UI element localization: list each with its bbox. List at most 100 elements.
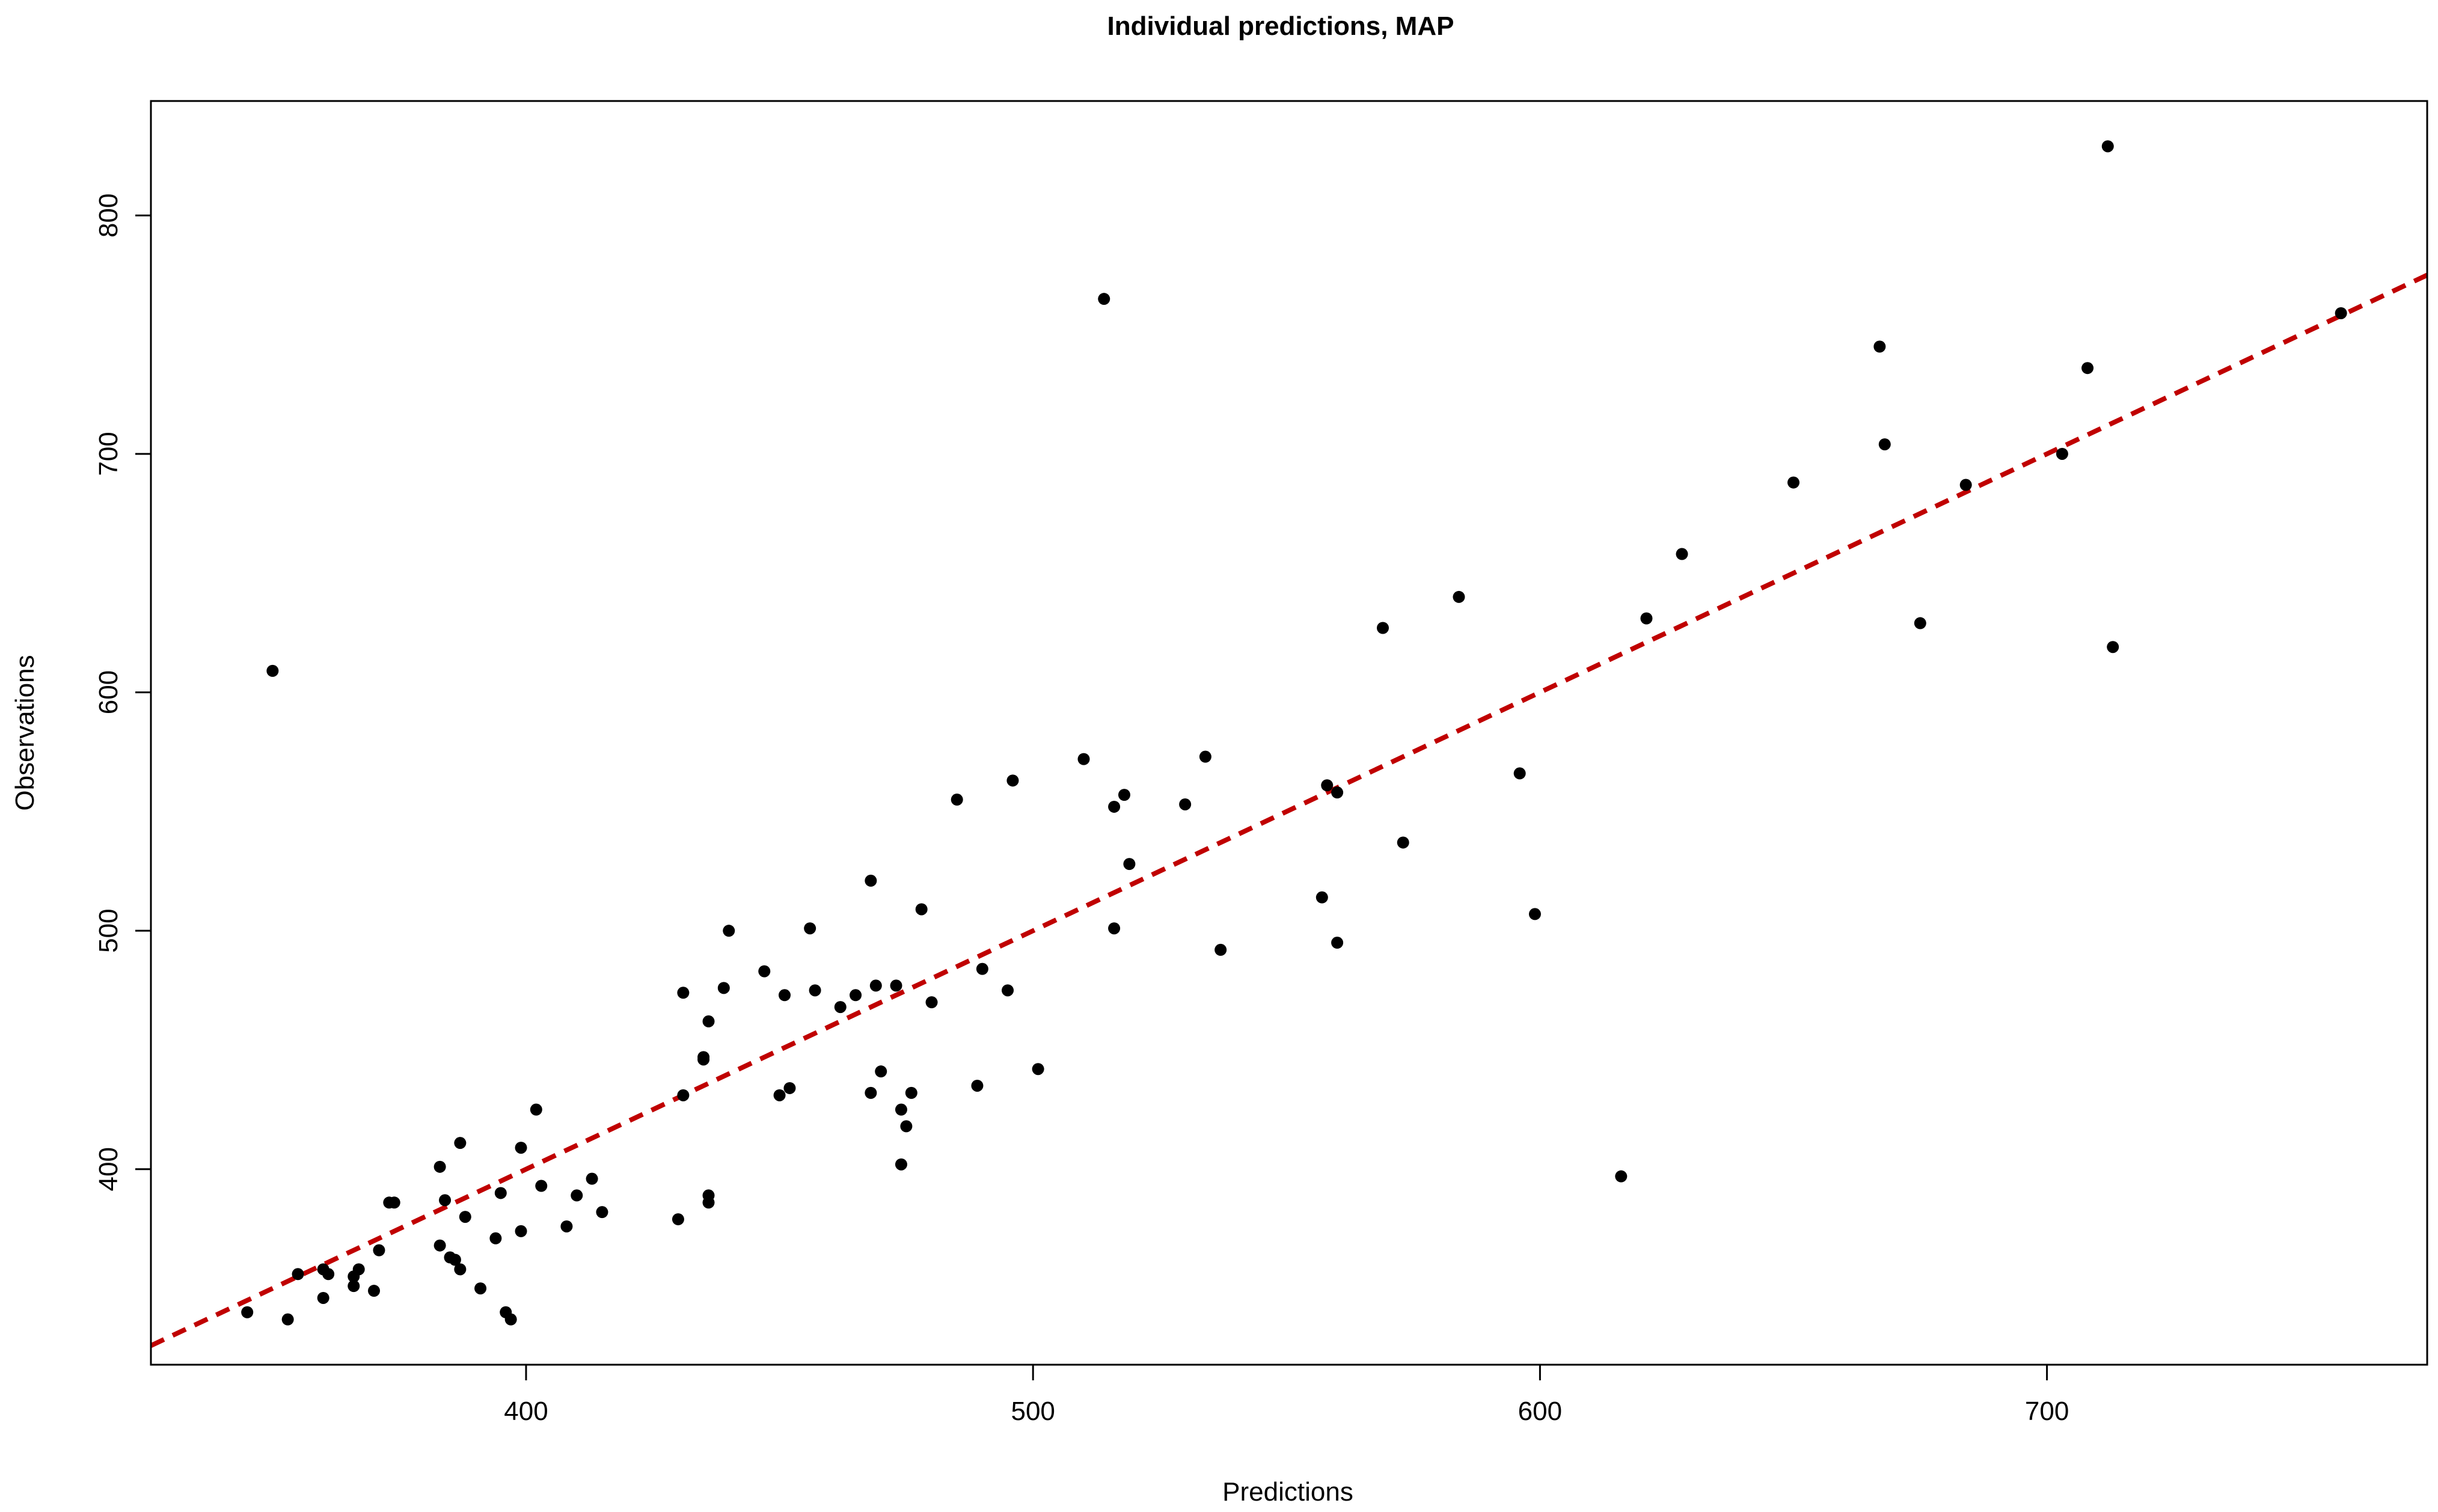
identity-reference-line bbox=[151, 272, 2427, 1348]
data-point bbox=[723, 925, 735, 937]
data-point bbox=[266, 664, 279, 677]
data-point bbox=[1098, 293, 1110, 305]
y-axis-title: Observations bbox=[10, 655, 40, 810]
x-tick-label: 700 bbox=[2025, 1397, 2069, 1426]
data-point bbox=[702, 1015, 715, 1027]
data-point bbox=[1331, 786, 1344, 799]
data-point bbox=[1640, 612, 1653, 625]
data-point bbox=[1513, 767, 1526, 780]
data-point bbox=[433, 1160, 446, 1173]
data-point bbox=[388, 1196, 400, 1209]
data-point bbox=[1878, 438, 1891, 451]
data-point bbox=[1214, 943, 1227, 956]
x-axis: 400 500 600 700 bbox=[504, 1365, 2069, 1426]
data-point bbox=[515, 1142, 527, 1154]
data-point bbox=[292, 1268, 304, 1281]
data-point bbox=[850, 989, 862, 1002]
data-point bbox=[1315, 891, 1328, 904]
y-tick-label: 400 bbox=[94, 1147, 123, 1191]
plot-area bbox=[151, 140, 2427, 1348]
data-point bbox=[1118, 789, 1130, 801]
data-point bbox=[474, 1282, 487, 1295]
data-point bbox=[1321, 779, 1334, 792]
data-point bbox=[489, 1232, 502, 1244]
data-point bbox=[677, 1089, 690, 1101]
data-point bbox=[439, 1194, 452, 1207]
y-tick-label: 800 bbox=[94, 194, 123, 237]
y-tick-label: 500 bbox=[94, 908, 123, 952]
data-point bbox=[454, 1137, 467, 1149]
y-tick-label: 600 bbox=[94, 670, 123, 714]
data-point bbox=[1199, 750, 1211, 763]
data-point bbox=[2081, 362, 2094, 375]
data-point bbox=[1959, 479, 1972, 491]
data-point bbox=[773, 1089, 786, 1101]
data-point bbox=[1453, 590, 1465, 603]
data-point bbox=[322, 1268, 335, 1281]
data-point bbox=[717, 982, 730, 994]
x-axis-title: Predictions bbox=[1222, 1477, 1353, 1507]
data-point bbox=[905, 1086, 917, 1099]
data-point bbox=[890, 979, 902, 992]
data-point bbox=[1528, 908, 1541, 920]
data-point bbox=[348, 1280, 360, 1293]
data-point bbox=[925, 996, 938, 1009]
data-point bbox=[1914, 617, 1926, 629]
y-tick-label: 700 bbox=[94, 432, 123, 476]
data-point bbox=[677, 987, 690, 999]
data-point bbox=[2056, 447, 2068, 460]
data-point bbox=[368, 1285, 381, 1297]
data-point bbox=[449, 1253, 461, 1266]
data-point bbox=[504, 1313, 517, 1326]
data-point bbox=[317, 1291, 329, 1304]
plot-frame bbox=[150, 100, 2428, 1366]
data-point bbox=[834, 1001, 847, 1014]
data-point bbox=[281, 1313, 294, 1326]
data-point bbox=[1397, 836, 1409, 849]
data-point bbox=[459, 1211, 471, 1223]
data-point bbox=[1006, 774, 1019, 787]
data-point bbox=[895, 1158, 907, 1171]
data-point bbox=[1032, 1063, 1044, 1076]
data-point bbox=[1873, 340, 1886, 353]
data-point bbox=[900, 1120, 913, 1133]
data-point bbox=[586, 1172, 598, 1185]
data-point bbox=[1002, 984, 1014, 997]
data-point bbox=[869, 979, 882, 992]
x-tick-label: 500 bbox=[1011, 1397, 1055, 1426]
data-point bbox=[804, 922, 816, 935]
data-point bbox=[971, 1079, 984, 1092]
data-point bbox=[976, 963, 988, 975]
data-point bbox=[2101, 140, 2114, 153]
data-point bbox=[596, 1206, 608, 1219]
data-point bbox=[2335, 307, 2347, 319]
data-point bbox=[433, 1239, 446, 1252]
data-point bbox=[1179, 798, 1192, 810]
data-point bbox=[352, 1263, 365, 1276]
data-point bbox=[1077, 753, 1090, 765]
x-tick-label: 400 bbox=[504, 1397, 548, 1426]
data-point bbox=[672, 1213, 684, 1226]
data-point bbox=[758, 965, 771, 978]
data-point bbox=[1676, 548, 1688, 560]
data-point bbox=[875, 1065, 887, 1078]
data-point bbox=[1787, 476, 1799, 489]
data-point bbox=[1108, 800, 1121, 813]
data-point bbox=[1376, 622, 1389, 634]
data-point bbox=[697, 1051, 710, 1064]
data-point bbox=[535, 1180, 548, 1192]
data-point bbox=[809, 984, 821, 997]
data-point bbox=[895, 1103, 907, 1116]
data-point bbox=[494, 1187, 507, 1199]
data-point bbox=[515, 1225, 527, 1237]
data-point bbox=[865, 1086, 877, 1099]
x-tick-label: 600 bbox=[1518, 1397, 1562, 1426]
data-point bbox=[1331, 937, 1344, 949]
y-axis: 400 500 600 700 800 bbox=[94, 194, 151, 1191]
data-point bbox=[454, 1263, 467, 1276]
data-point bbox=[530, 1103, 542, 1116]
data-point bbox=[702, 1196, 715, 1209]
data-point bbox=[373, 1244, 385, 1256]
